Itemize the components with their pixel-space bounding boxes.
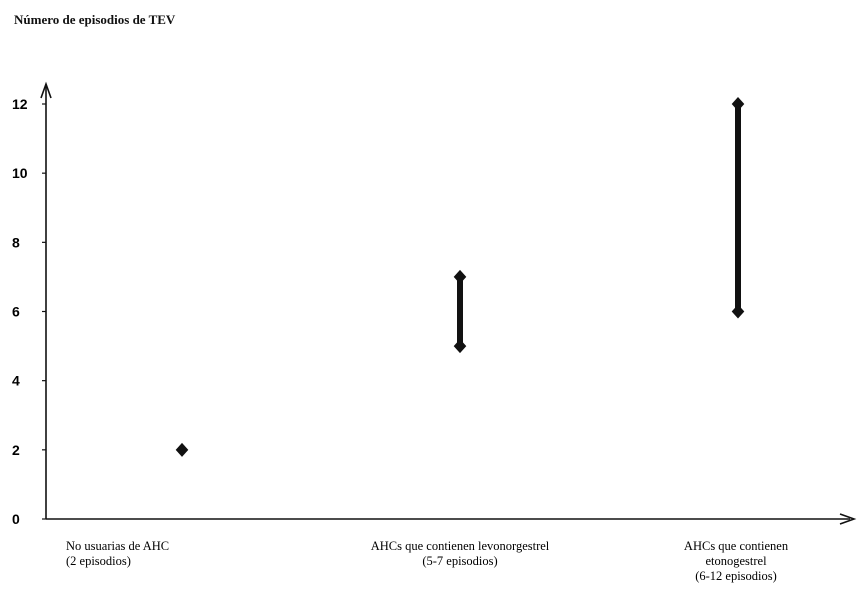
x-category-label: No usuarias de AHC bbox=[66, 539, 169, 553]
y-tick-label: 12 bbox=[12, 96, 28, 112]
range-high-marker bbox=[453, 269, 467, 284]
x-category-label: (2 episodios) bbox=[66, 554, 131, 568]
y-tick-label: 4 bbox=[12, 373, 20, 389]
x-axis-arrow bbox=[839, 513, 857, 525]
y-tick-label: 8 bbox=[12, 234, 20, 250]
chart-axes bbox=[40, 81, 857, 525]
y-axis-arrow bbox=[40, 81, 52, 99]
range-low-marker bbox=[453, 339, 467, 354]
range-low-marker bbox=[731, 304, 745, 319]
x-category-label: etonogestrel bbox=[705, 554, 767, 568]
y-axis-title: Número de episodios de TEV bbox=[14, 12, 176, 27]
y-tick-label: 6 bbox=[12, 304, 20, 320]
x-category-label: (6-12 episodios) bbox=[695, 569, 777, 583]
chart-marks bbox=[175, 97, 745, 457]
x-category-label: AHCs que contienen bbox=[684, 539, 789, 553]
y-tick-label: 10 bbox=[12, 165, 28, 181]
y-tick-label: 2 bbox=[12, 442, 20, 458]
point-marker bbox=[175, 442, 189, 457]
x-category-label: AHCs que contienen levonorgestrel bbox=[371, 539, 550, 553]
y-ticks: 0 2 4 6 8 10 12 bbox=[12, 96, 46, 527]
x-categories: No usuarias de AHC(2 episodios) AHCs que … bbox=[66, 539, 789, 583]
range-high-marker bbox=[731, 97, 745, 111]
x-category-label: (5-7 episodios) bbox=[422, 554, 497, 568]
y-tick-label: 0 bbox=[12, 511, 20, 527]
